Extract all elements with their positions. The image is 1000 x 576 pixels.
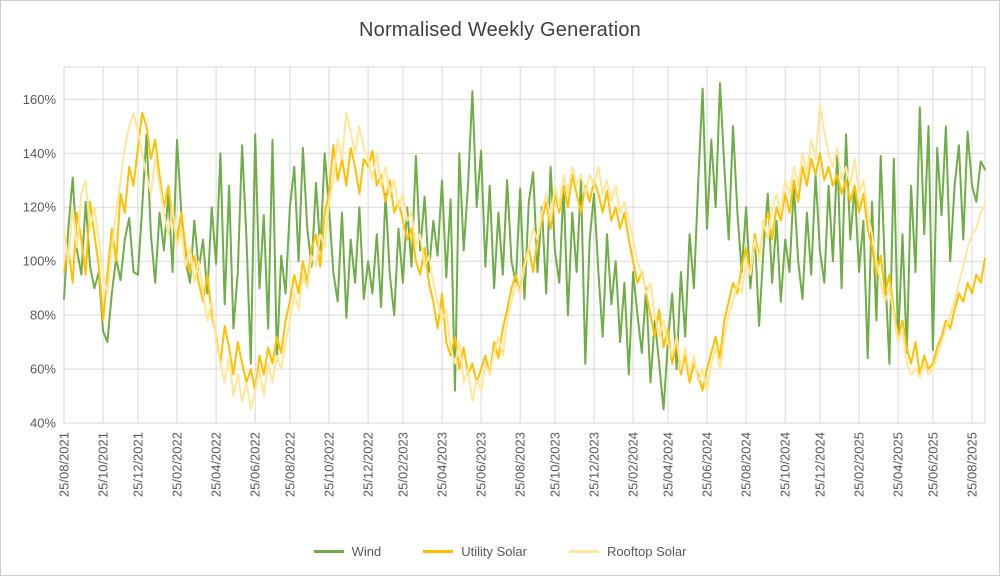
y-axis-label: 60%: [30, 362, 56, 377]
y-axis-label: 160%: [23, 92, 57, 107]
x-axis-label: 25/04/2025: [891, 432, 906, 497]
series-line-wind: [63, 82, 986, 411]
x-axis-label: 25/08/2022: [282, 432, 297, 497]
legend-swatch-utility-solar: [423, 550, 454, 553]
x-axis-label: 25/04/2022: [209, 432, 224, 497]
x-axis-label: 25/08/2025: [964, 432, 979, 497]
x-axis-label: 25/02/2023: [395, 432, 410, 497]
chart-title: Normalised Weekly Generation: [358, 19, 642, 41]
x-axis-label: 25/06/2025: [925, 432, 940, 497]
x-axis-label: 25/10/2021: [96, 432, 111, 497]
legend-item-rooftop-solar[interactable]: Rooftop Solar: [568, 544, 687, 559]
y-axis-label: 40%: [30, 416, 56, 431]
x-axis-label: 25/10/2023: [547, 432, 562, 497]
x-axis-label: 25/12/2022: [361, 432, 376, 497]
legend-item-utility-solar[interactable]: Utility Solar: [423, 544, 527, 559]
x-axis-label: 25/10/2022: [322, 432, 337, 497]
plot-area: 40% 60% 80% 100% 120% 140% 160% 25/08/2021 25/10…: [23, 66, 986, 497]
x-axis-label: 25/02/2024: [626, 432, 641, 497]
x-axis-label: 25/08/2021: [57, 432, 72, 497]
y-axis-label: 140%: [23, 146, 57, 161]
x-axis-label: 25/12/2023: [587, 432, 602, 497]
series-line-rooftop-solar: [63, 103, 986, 411]
x-axis-label: 25/06/2024: [699, 432, 714, 497]
x-axis-label: 25/04/2023: [434, 432, 449, 497]
y-axis-label: 80%: [30, 308, 56, 323]
legend-item-wind[interactable]: Wind: [313, 544, 382, 559]
x-axis-label: 25/02/2022: [169, 432, 184, 497]
x-axis-label: 25/04/2024: [660, 432, 675, 497]
x-axis-label: 25/08/2023: [513, 432, 528, 497]
y-axis-label: 100%: [23, 254, 57, 269]
legend-swatch-wind: [313, 550, 344, 553]
x-axis-label: 25/06/2022: [248, 432, 263, 497]
x-axis-label: 25/10/2024: [778, 432, 793, 497]
x-axis-label: 25/12/2021: [130, 432, 145, 497]
x-axis-label: 25/12/2024: [812, 432, 827, 497]
legend: Wind Utility Solar Rooftop Solar: [1, 544, 999, 559]
legend-swatch-rooftop-solar: [568, 550, 599, 553]
y-axis-label: 120%: [23, 200, 57, 215]
legend-label-utility-solar: Utility Solar: [461, 544, 527, 559]
x-axis-label: 25/08/2024: [739, 432, 754, 497]
legend-label-rooftop-solar: Rooftop Solar: [606, 544, 687, 559]
x-axis-label: 25/02/2025: [852, 432, 867, 497]
legend-label-wind: Wind: [351, 544, 382, 559]
x-axis-label: 25/06/2023: [474, 432, 489, 497]
